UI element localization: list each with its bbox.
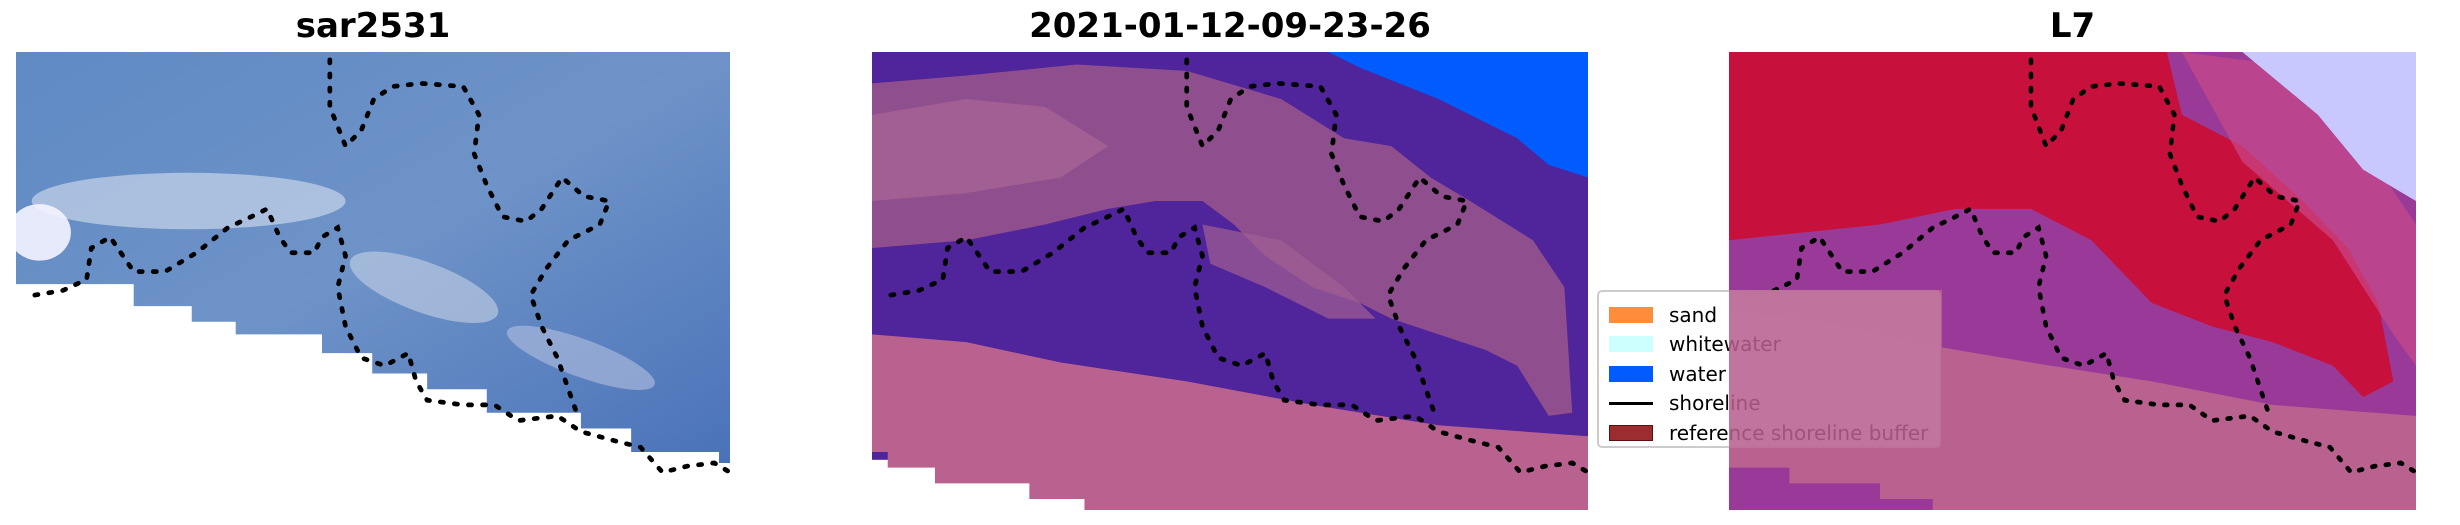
buffer-swatch <box>1609 424 1653 441</box>
legend-label: whitewater <box>1669 332 1781 357</box>
legend-label: reference shoreline buffer <box>1669 420 1929 445</box>
classification-panel <box>872 52 1588 510</box>
legend-item-sand: sand <box>1609 300 1939 330</box>
buffer-region <box>872 334 1588 510</box>
legend-item-whitewater: whitewater <box>1609 330 1939 360</box>
panel-title-l7: L7 <box>2049 6 2096 46</box>
water-region <box>1328 52 1588 178</box>
legend-label: water <box>1669 361 1726 386</box>
panel-title-sar: sar2531 <box>295 6 451 46</box>
water-swatch <box>1609 365 1653 382</box>
sar-image-panel <box>16 52 730 510</box>
legend-item-buffer: reference shoreline buffer <box>1609 418 1939 448</box>
shoreline-swatch <box>1609 401 1653 405</box>
legend-item-shoreline: shoreline <box>1609 389 1939 419</box>
legend-item-water: water <box>1609 359 1939 389</box>
legend-label: shoreline <box>1669 391 1761 416</box>
sand-swatch <box>1609 306 1653 323</box>
legend: sand whitewater water shoreline referenc… <box>1597 290 1941 448</box>
panel-title-date: 2021-01-12-09-23-26 <box>1029 6 1431 46</box>
whitewater-swatch <box>1609 336 1653 353</box>
legend-label: sand <box>1669 302 1718 327</box>
l7-land-region <box>1729 52 2394 398</box>
